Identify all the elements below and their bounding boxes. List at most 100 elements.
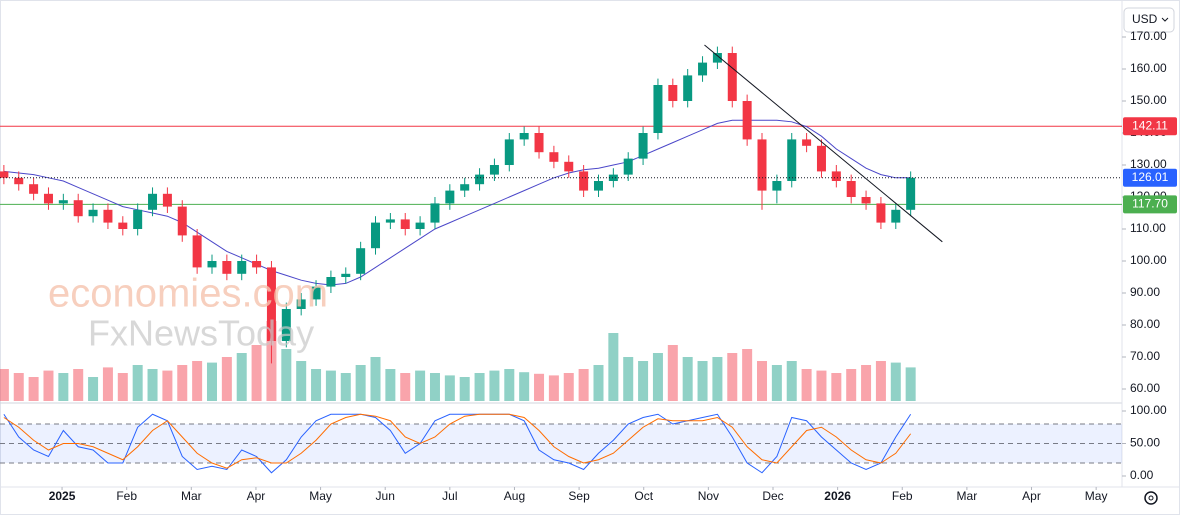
x-tick-label: Dec (762, 489, 783, 503)
candle-body (668, 85, 678, 102)
volume-bar (638, 361, 649, 401)
candle-body (118, 222, 128, 230)
price-tag-label: 117.70 (1132, 197, 1168, 211)
candle-body (103, 209, 113, 223)
candle-body (608, 174, 618, 182)
volume-bar (206, 362, 217, 401)
x-tick-label: Nov (698, 489, 719, 503)
volume-bar (415, 370, 426, 401)
candle-body (29, 184, 39, 194)
candle-body (698, 62, 708, 76)
gear-hub (1148, 495, 1154, 501)
volume-bar (757, 361, 768, 401)
volume-bar (370, 357, 381, 401)
candle-body (653, 85, 663, 134)
x-tick-label: Apr (1022, 489, 1041, 503)
volume-bar (251, 345, 262, 401)
candle-body (162, 193, 172, 207)
volume-bar (816, 370, 827, 401)
volume-bar (88, 377, 99, 401)
candle-body (460, 184, 470, 191)
candle-body (475, 174, 485, 185)
candle-body (341, 273, 351, 278)
price-tag (1123, 117, 1177, 136)
candle-body (311, 286, 321, 300)
volume-bar (429, 373, 440, 401)
candle-body (519, 133, 529, 140)
watermark-2: FxNewsToday (88, 313, 314, 354)
volume-bar (534, 373, 545, 401)
volume-bar (667, 345, 678, 401)
settings-icon[interactable] (1144, 491, 1158, 505)
candle-body (371, 222, 381, 249)
volume-bar (13, 373, 24, 401)
x-tick-label: Jul (442, 489, 457, 503)
candle-body (148, 193, 158, 210)
last-price-tag (1123, 168, 1177, 187)
volume-bar (489, 370, 500, 401)
candle-body (445, 190, 455, 204)
candle-body (802, 139, 812, 146)
candle-body (876, 203, 886, 223)
candle-body (891, 209, 901, 223)
x-tick-label: 2026 (824, 489, 851, 503)
volume-bar (875, 361, 886, 401)
volume-bar (578, 369, 589, 401)
candle-body (504, 139, 514, 166)
candle-body (207, 261, 217, 268)
volume-bar (727, 353, 738, 401)
volume-bar (519, 372, 530, 401)
x-tick-label: Oct (634, 489, 653, 503)
y-tick-label: 70.00 (1130, 349, 1160, 363)
volume-bar (162, 370, 173, 401)
candle-body (623, 158, 633, 175)
x-tick-label: May (309, 489, 332, 503)
stoch-line (3, 413, 912, 474)
volume-bar (742, 349, 753, 401)
currency-button[interactable]: USD (1123, 7, 1175, 33)
last-price-label: 126.01 (1132, 170, 1169, 184)
candle-body (281, 309, 291, 342)
volume-bar (221, 357, 232, 401)
stoch-line (3, 413, 912, 469)
stoch-tick-label: 0.00 (1130, 468, 1154, 482)
candle-body (43, 193, 53, 204)
x-tick-label: Feb (116, 489, 137, 503)
y-tick-label: 130.00 (1130, 157, 1167, 171)
volume-bar (905, 367, 916, 401)
volume-bar (548, 375, 559, 401)
volume-bar (147, 369, 158, 401)
volume-bar (192, 361, 203, 401)
volume-bar (786, 361, 797, 401)
candle-body (177, 206, 187, 236)
volume-bar (73, 369, 84, 401)
currency-box[interactable] (1123, 7, 1175, 33)
volume-bar (296, 361, 307, 401)
volume-bar (682, 357, 693, 401)
volume-bar (236, 353, 247, 401)
volume-bar (563, 373, 574, 401)
candle-body (73, 200, 83, 217)
volume-bar (385, 369, 396, 401)
candle-body (192, 235, 202, 268)
volume-bar (355, 365, 366, 401)
candle-body (564, 161, 574, 172)
volume-bar (102, 367, 113, 401)
volume-bar (0, 369, 9, 401)
volume-bar (861, 365, 872, 401)
volume-bar (593, 365, 604, 401)
volume-bar (340, 373, 351, 401)
volume-bar (801, 369, 812, 401)
watermark: economies.com FxNewsToday (48, 272, 328, 354)
trendline (704, 44, 943, 243)
candle-body (385, 219, 395, 223)
candle-body (0, 171, 9, 178)
candle-body (356, 248, 366, 274)
currency-label[interactable]: USD (1132, 12, 1158, 26)
volume-bar (117, 373, 128, 401)
gear[interactable] (1144, 491, 1158, 505)
candle-body (415, 222, 425, 230)
candle-body (266, 267, 276, 342)
candle-body (326, 277, 336, 287)
price-tag-label: 142.11 (1132, 118, 1168, 132)
